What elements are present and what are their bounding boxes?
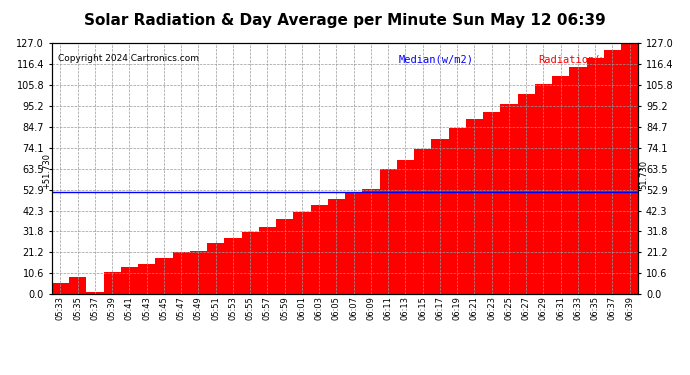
Bar: [69, 277, 86, 294]
Bar: [293, 212, 310, 294]
Bar: [138, 264, 155, 294]
Bar: [414, 149, 431, 294]
Bar: [621, 43, 638, 294]
Bar: [121, 267, 138, 294]
Bar: [310, 206, 328, 294]
Bar: [190, 251, 207, 294]
Text: 51.730: 51.730: [639, 160, 648, 189]
Bar: [380, 169, 397, 294]
Text: Radiation(w/m2): Radiation(w/m2): [539, 54, 632, 64]
Bar: [104, 272, 121, 294]
Bar: [552, 76, 569, 294]
Bar: [431, 139, 448, 294]
Bar: [172, 252, 190, 294]
Bar: [86, 292, 104, 294]
Bar: [241, 232, 259, 294]
Text: Median(w/m2): Median(w/m2): [399, 54, 474, 64]
Bar: [535, 84, 552, 294]
Bar: [604, 50, 621, 294]
Bar: [586, 58, 604, 294]
Bar: [224, 238, 241, 294]
Text: Solar Radiation & Day Average per Minute Sun May 12 06:39: Solar Radiation & Day Average per Minute…: [84, 13, 606, 28]
Bar: [466, 119, 483, 294]
Bar: [276, 219, 293, 294]
Bar: [259, 227, 276, 294]
Bar: [500, 105, 518, 294]
Bar: [345, 192, 362, 294]
Bar: [397, 160, 414, 294]
Bar: [569, 67, 586, 294]
Text: Copyright 2024 Cartronics.com: Copyright 2024 Cartronics.com: [58, 54, 199, 63]
Bar: [483, 112, 500, 294]
Bar: [362, 189, 380, 294]
Bar: [448, 128, 466, 294]
Bar: [328, 200, 345, 294]
Bar: [155, 258, 172, 294]
Bar: [207, 243, 224, 294]
Text: +51.730: +51.730: [42, 153, 51, 189]
Bar: [52, 284, 69, 294]
Bar: [518, 94, 535, 294]
